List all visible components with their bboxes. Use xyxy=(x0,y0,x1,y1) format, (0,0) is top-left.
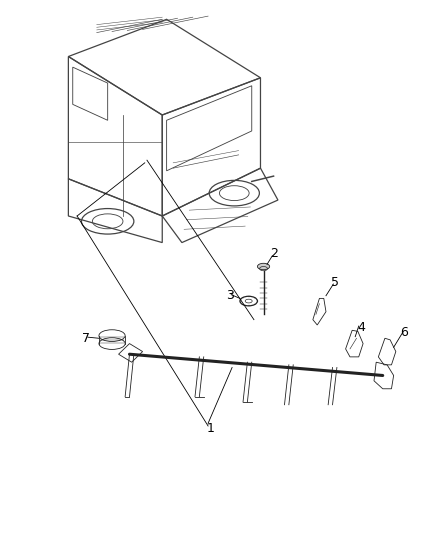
Text: 2: 2 xyxy=(270,247,278,260)
Text: 5: 5 xyxy=(331,276,339,289)
Text: 6: 6 xyxy=(401,326,409,340)
Text: 4: 4 xyxy=(357,321,365,334)
Text: 7: 7 xyxy=(82,332,90,345)
Ellipse shape xyxy=(258,263,270,270)
Text: 1: 1 xyxy=(206,422,214,435)
Text: 3: 3 xyxy=(226,289,234,302)
